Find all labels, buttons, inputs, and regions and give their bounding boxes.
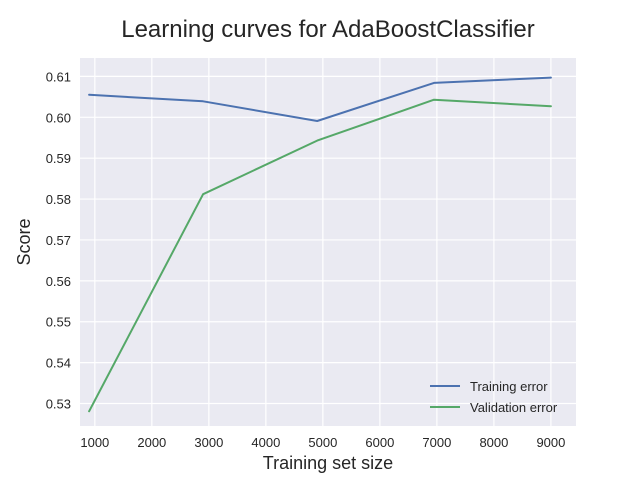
x-tick-label: 3000 [194, 435, 223, 450]
y-axis-label: Score [14, 218, 34, 265]
y-tick-label: 0.56 [46, 274, 71, 289]
y-tick-label: 0.57 [46, 233, 71, 248]
y-tick-label: 0.55 [46, 315, 71, 330]
series-line-validation-error [88, 98, 552, 413]
y-tick-label: 0.54 [46, 356, 71, 371]
legend-label: Validation error [470, 400, 558, 415]
series-layer [88, 76, 552, 413]
x-tick-label: 5000 [308, 435, 337, 450]
x-tick-label: 2000 [137, 435, 166, 450]
x-tick-label: 7000 [422, 435, 451, 450]
x-tick-label: 6000 [365, 435, 394, 450]
y-tick-label: 0.61 [46, 69, 71, 84]
series-line-training-error [88, 76, 552, 122]
legend-label: Training error [470, 379, 548, 394]
legend: Training error Validation error [430, 379, 558, 415]
y-tick-label: 0.59 [46, 151, 71, 166]
x-tick-label: 4000 [251, 435, 280, 450]
x-tick-label: 1000 [80, 435, 109, 450]
x-tick-label: 9000 [536, 435, 565, 450]
x-axis-label: Training set size [263, 453, 393, 473]
y-tick-label: 0.58 [46, 192, 71, 207]
x-axis-ticks: 1000 2000 3000 4000 5000 6000 7000 8000 9000 [80, 435, 565, 450]
y-tick-label: 0.53 [46, 397, 71, 412]
y-axis-ticks: 0.53 0.54 0.55 0.56 0.57 0.58 0.59 0.60 0.61 [46, 69, 71, 411]
plot-area [80, 58, 576, 426]
chart-title: Learning curves for AdaBoostClassifier [121, 16, 535, 43]
y-tick-label: 0.60 [46, 110, 71, 125]
x-tick-label: 8000 [479, 435, 508, 450]
